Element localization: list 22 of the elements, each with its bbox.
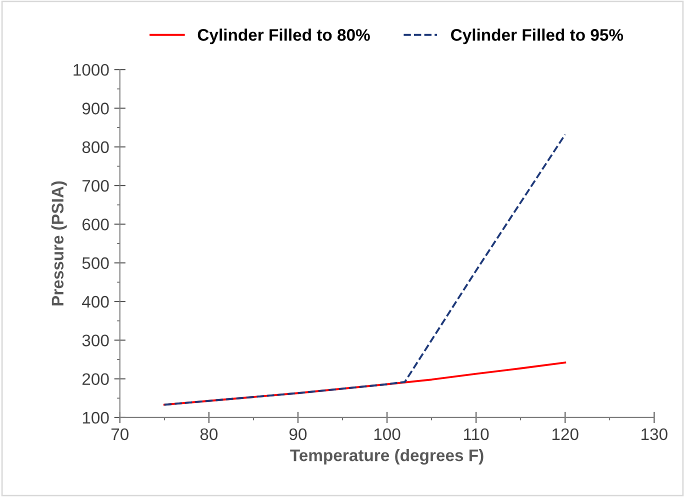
x-tick-label: 70 (111, 428, 128, 440)
y-tick-label: 200 (82, 373, 109, 386)
y-tick-label: 100 (82, 412, 109, 424)
y-tick-label: 400 (82, 296, 109, 308)
x-tick-label: 80 (200, 428, 218, 440)
y-tick-label: 300 (82, 334, 109, 346)
x-tick-label: 120 (552, 428, 578, 440)
legend-label: Cylinder Filled to 80% (198, 28, 370, 44)
x-tick-label: 100 (374, 428, 400, 440)
x-tick-label: 90 (289, 428, 307, 440)
y-tick-label: 1000 (74, 64, 109, 76)
y-tick-label: 800 (82, 141, 109, 154)
x-tick-label: 110 (464, 428, 489, 440)
y-tick-label: 700 (82, 180, 109, 192)
y-tick-label: 900 (82, 102, 109, 114)
x-tick-label: 130 (642, 428, 668, 440)
legend-label: Cylinder Filled to 95% (451, 28, 624, 44)
y-tick-label: 600 (82, 218, 109, 230)
y-axis-title: Pressure (PSIA) (51, 181, 67, 306)
x-axis-title: Temperature (degrees F) (290, 448, 484, 465)
line-series (163, 134, 566, 406)
y-tick-label: 500 (82, 257, 109, 270)
